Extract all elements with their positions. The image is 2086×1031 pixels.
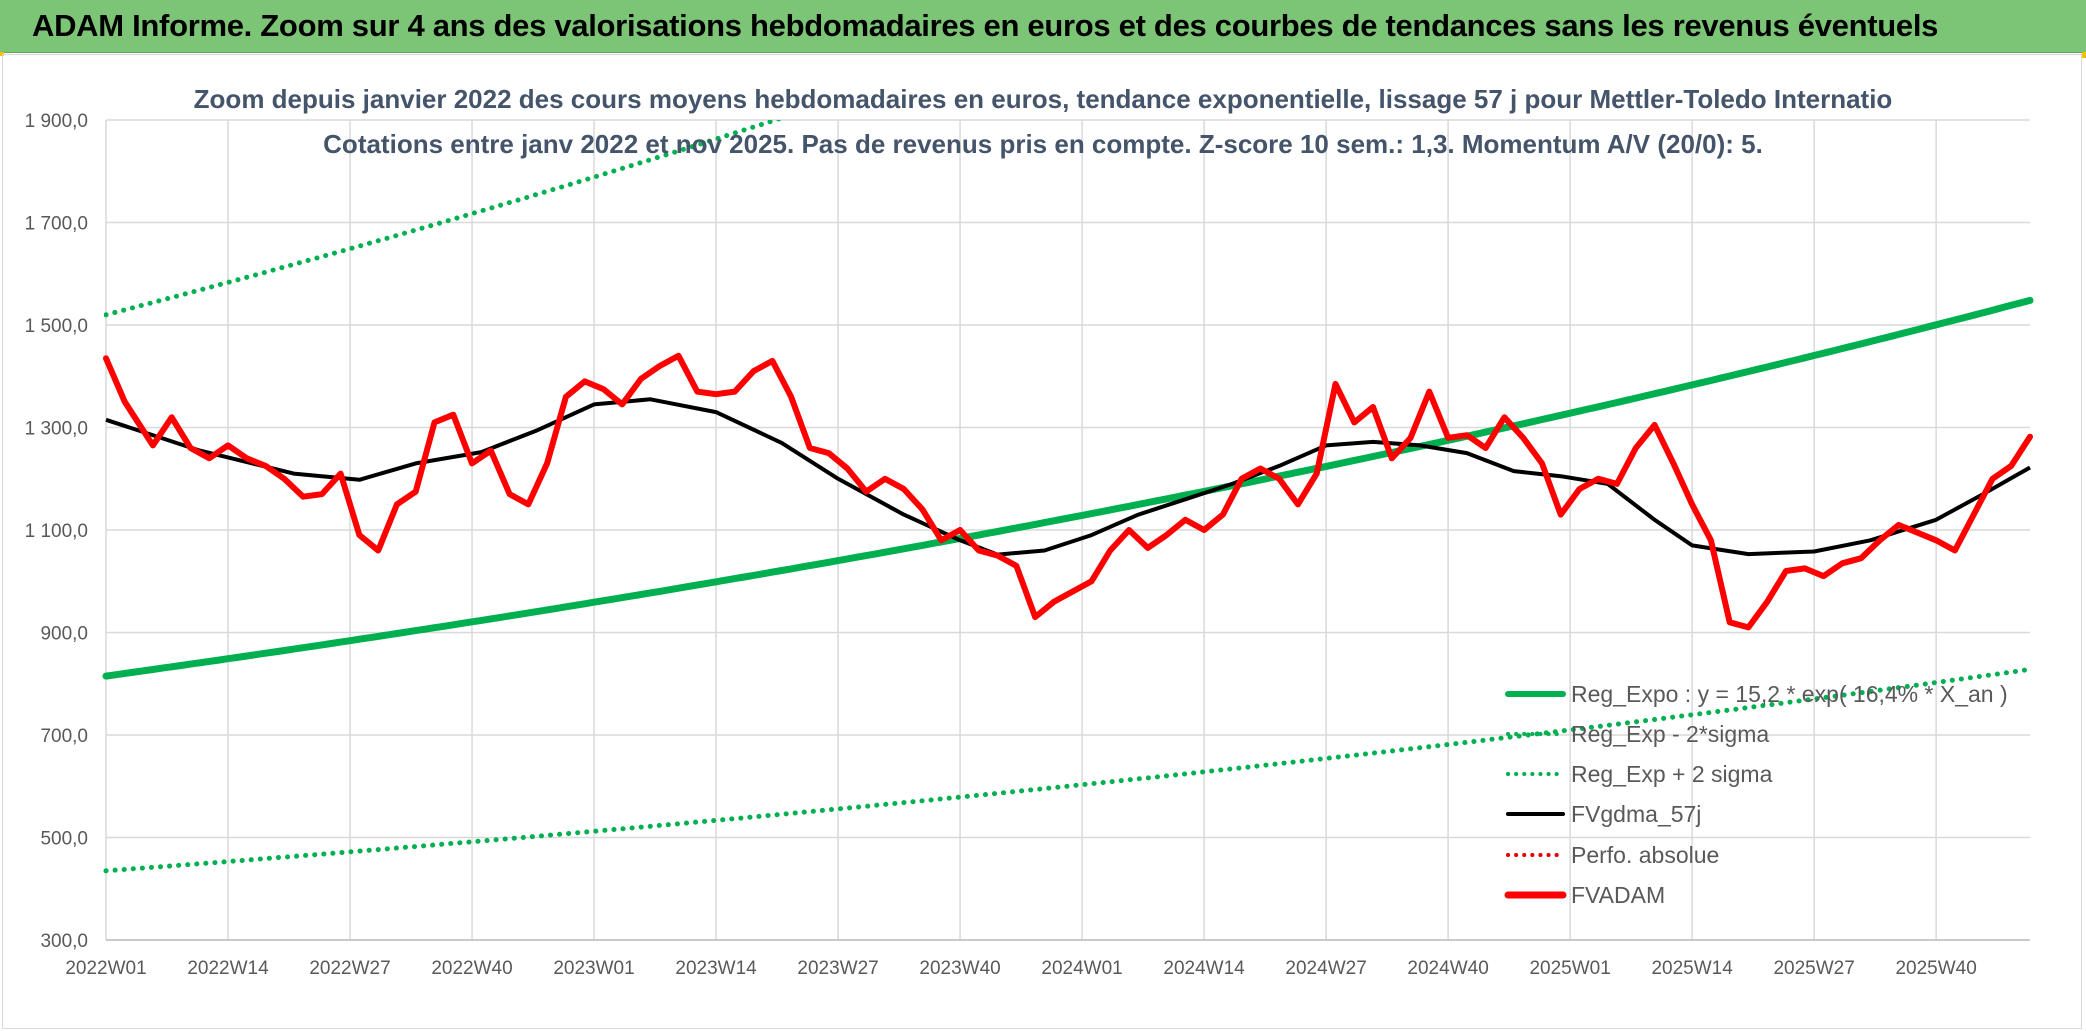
- x-tick-label: 2022W40: [431, 958, 512, 979]
- y-axis: 300,0 500,0 700,0 900,0 1 100,0 1 300,0 1 500,…: [25, 111, 88, 952]
- x-tick-label: 2022W14: [187, 958, 269, 979]
- x-axis: 2022W01 2022W14 2022W27 2022W40 2023W01 2023W…: [65, 958, 1976, 979]
- fvgdma-57j-line: [105, 397, 2031, 557]
- y-tick-label: 1 100,0: [25, 521, 88, 542]
- x-tick-label: 2023W01: [553, 958, 634, 979]
- fvadam-line: [103, 352, 2033, 631]
- y-tick-label: 700,0: [40, 726, 88, 747]
- chart-frame: [2, 54, 2082, 1029]
- corner-accent-right: [2082, 52, 2086, 58]
- x-tick-label: 2023W14: [675, 958, 757, 979]
- x-tick-label: 2024W01: [1041, 958, 1122, 979]
- x-tick-label: 2025W14: [1651, 958, 1733, 979]
- y-tick-label: 1 300,0: [25, 419, 88, 440]
- legend: Reg_Expo : y = 15,2 * exp( 16,4% * X_an …: [1504, 681, 2008, 908]
- y-tick-label: 1 700,0: [25, 214, 88, 235]
- header-banner: ADAM Informe. Zoom sur 4 ans des valoris…: [0, 0, 2086, 53]
- x-tick-label: 2024W27: [1285, 958, 1366, 979]
- x-tick-label: 2025W27: [1773, 958, 1854, 979]
- x-tick-label: 2025W01: [1529, 958, 1610, 979]
- legend-label: FVADAM: [1571, 882, 1665, 908]
- x-tick-label: 2024W14: [1163, 958, 1245, 979]
- y-tick-label: 1 900,0: [25, 111, 88, 132]
- y-tick-label: 900,0: [40, 624, 88, 645]
- page-title: ADAM Informe. Zoom sur 4 ans des valoris…: [32, 8, 1939, 43]
- reg-expo-line: [102, 296, 2034, 680]
- legend-label: Reg_Expo : y = 15,2 * exp( 16,4% * X_an …: [1571, 681, 2008, 707]
- legend-label: FVgdma_57j: [1571, 801, 1701, 827]
- legend-label: Reg_Exp + 2 sigma: [1571, 761, 1773, 787]
- y-tick-label: 500,0: [40, 829, 88, 850]
- legend-label: Perfo. absolue: [1571, 842, 1719, 868]
- chart-subtitle-1: Zoom depuis janvier 2022 des cours moyen…: [194, 84, 1893, 114]
- x-tick-label: 2025W40: [1895, 958, 1976, 979]
- chart-subtitle-2: Cotations entre janv 2022 et nov 2025. P…: [323, 129, 1763, 159]
- x-tick-label: 2023W27: [797, 958, 878, 979]
- y-tick-label: 1 500,0: [25, 316, 88, 337]
- x-tick-label: 2022W27: [309, 958, 390, 979]
- reg-exp-minus-2sigma-line: [103, 666, 2033, 874]
- legend-label: Reg_Exp - 2*sigma: [1571, 721, 1769, 747]
- gridlines: [105, 119, 2030, 941]
- x-tick-label: 2022W01: [65, 958, 146, 979]
- x-tick-label: 2023W40: [919, 958, 1000, 979]
- y-tick-label: 300,0: [40, 931, 88, 952]
- plot-area: [102, 120, 2034, 874]
- x-tick-label: 2024W40: [1407, 958, 1488, 979]
